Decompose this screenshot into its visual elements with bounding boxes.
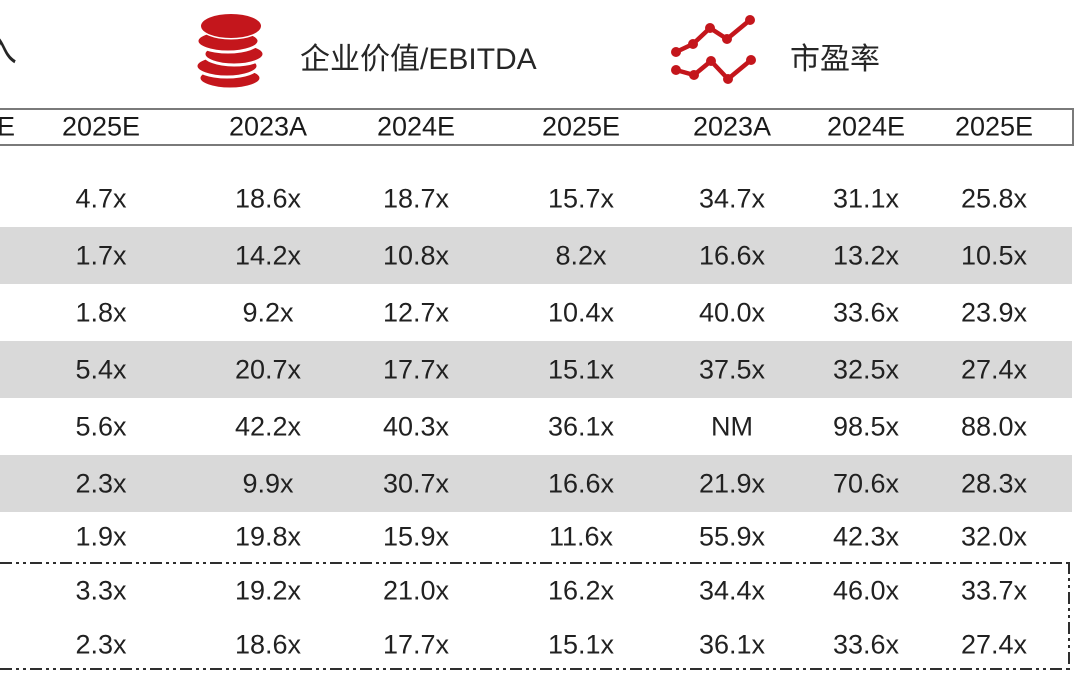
average-box-top-border (0, 562, 1070, 564)
average-box-bottom-border (0, 668, 1070, 670)
table-cell: 40.0x (698, 297, 766, 327)
table-cell: 3.3x (75, 575, 127, 605)
table-cell: 10.4x (547, 297, 615, 327)
table-cell: 13.2x (832, 240, 900, 270)
table-cell: 36.1x (698, 629, 766, 659)
table-row: 1.7x 14.2x 10.8x 8.2x 16.6x 13.2x 10.5x (0, 227, 1072, 284)
table-cell: 27.4x (960, 354, 1028, 384)
average-rows-box: 3.3x 19.2x 21.0x 16.2x 34.4x 46.0x 33.7x 2.3x 18… (0, 562, 1070, 670)
ev-ebitda-label: 企业价值/EBITDA (300, 43, 537, 76)
table-cell: 15.1x (547, 354, 615, 384)
column-header: 2024E (376, 111, 456, 142)
table-row: 2.3x 9.9x 30.7x 16.6x 21.9x 70.6x 28.3x (0, 455, 1072, 512)
pe-trend-icon (671, 15, 756, 84)
table-cell: 15.1x (547, 629, 615, 659)
table-cell: 5.6x (75, 411, 127, 441)
table-cell: 2.3x (75, 468, 127, 498)
table-cell: 16.6x (547, 468, 615, 498)
table-cell: 36.1x (547, 411, 615, 441)
table-cell: 21.9x (698, 468, 766, 498)
table-cell: NM (711, 411, 753, 441)
table-cell: 5.4x (75, 354, 127, 384)
table-cell: 12.7x (382, 297, 450, 327)
table-header-row: E 2025E 2023A 2024E 2025E 2023A 2024E 2025E (0, 108, 1074, 146)
table-cell: 14.2x (234, 240, 302, 270)
column-header: 2025E (541, 111, 621, 142)
column-header: 2025E (61, 111, 141, 142)
table-cell: 21.0x (382, 575, 450, 605)
table-cell: 10.8x (382, 240, 450, 270)
table-cell: 42.2x (234, 411, 302, 441)
table-cell: 34.7x (698, 183, 766, 213)
table-cell: 4.7x (75, 183, 127, 213)
revenue-label-partial: 入 (0, 22, 60, 71)
table-cell: 2.3x (75, 629, 127, 659)
average-table-row: 3.3x 19.2x 21.0x 16.2x 34.4x 46.0x 33.7x (0, 562, 1072, 619)
table-cell: 9.9x (242, 468, 294, 498)
table-cell: 11.6x (548, 521, 614, 552)
table-cell: 37.5x (698, 354, 766, 384)
table-cell: 88.0x (960, 411, 1028, 441)
table-cell: 20.7x (234, 354, 302, 384)
average-table-row: 2.3x 18.6x 17.7x 15.1x 36.1x 33.6x 27.4x (0, 619, 1072, 670)
table-cell: 32.5x (832, 354, 900, 384)
table-cell: 15.9x (382, 521, 450, 552)
table-cell: 8.2x (555, 240, 607, 270)
table-row: 1.8x 9.2x 12.7x 10.4x 40.0x 33.6x 23.9x (0, 284, 1072, 341)
table-cell: 34.4x (698, 575, 766, 605)
table-cell: 25.8x (960, 183, 1028, 213)
table-cell: 17.7x (382, 354, 450, 384)
column-header: 2023A (228, 111, 308, 142)
coin-stack-icon (194, 12, 266, 91)
column-header: E (0, 111, 15, 142)
table-cell: 28.3x (960, 468, 1028, 498)
table-cell: 17.7x (382, 629, 450, 659)
column-header: 2025E (954, 111, 1034, 142)
table-cell: 42.3x (832, 521, 900, 552)
column-header: 2023A (692, 111, 772, 142)
table-cell: 10.5x (960, 240, 1028, 270)
table-cell: 16.2x (547, 575, 615, 605)
table-cell: 33.6x (832, 629, 900, 659)
table-cell: 19.2x (234, 575, 302, 605)
table-cell: 19.8x (234, 521, 302, 552)
table-cell: 18.6x (234, 629, 302, 659)
table-cell: 33.6x (832, 297, 900, 327)
column-header: 2024E (826, 111, 906, 142)
table-cell: 18.6x (234, 183, 302, 213)
table-cell: 23.9x (960, 297, 1028, 327)
table-cell: 1.9x (75, 521, 127, 552)
pe-ratio-label: 市盈率 (790, 43, 880, 76)
table-cell: 9.2x (242, 297, 294, 327)
table-cell: 30.7x (382, 468, 450, 498)
table-row: 5.4x 20.7x 17.7x 15.1x 37.5x 32.5x 27.4x (0, 341, 1072, 398)
table-row: 1.9x 19.8x 15.9x 11.6x 55.9x 42.3x 32.0x (0, 512, 1072, 562)
table-cell: 27.4x (960, 629, 1028, 659)
table-cell: 16.6x (698, 240, 766, 270)
table-cell: 70.6x (832, 468, 900, 498)
table-cell: 15.7x (547, 183, 615, 213)
table-cell: 46.0x (832, 575, 900, 605)
table-row: 4.7x 18.6x 18.7x 15.7x 34.7x 31.1x 25.8x (0, 170, 1072, 227)
table-cell: 1.8x (75, 297, 127, 327)
table-cell: 40.3x (382, 411, 450, 441)
table-cell: 33.7x (960, 575, 1028, 605)
table-cell: 18.7x (382, 183, 450, 213)
table-cell: 32.0x (960, 521, 1028, 552)
table-cell: 1.7x (75, 240, 127, 270)
table-cell: 31.1x (832, 183, 900, 213)
average-box-right-border (1068, 562, 1070, 670)
table-cell: 55.9x (698, 521, 766, 552)
table-cell: 98.5x (832, 411, 900, 441)
table-row: 5.6x 42.2x 40.3x 36.1x NM 98.5x 88.0x (0, 398, 1072, 455)
